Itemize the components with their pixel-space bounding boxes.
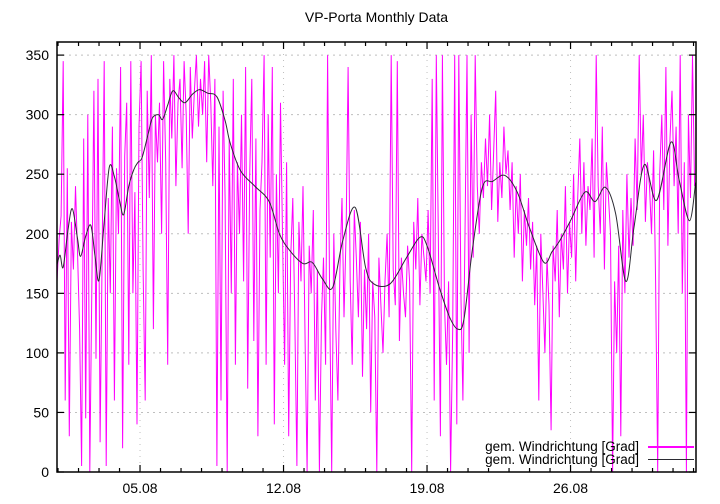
y-tick-label: 250 [26,166,50,182]
y-tick-label: 350 [26,47,50,63]
chart-legend: gem. Windrichtung [Grad] gem. Windrichtu… [485,439,694,467]
y-tick-label: 0 [41,464,49,480]
legend-label-smoothed: gem. Windrichtung [Grad] [485,452,639,467]
x-tick-label: 05.08 [123,480,158,496]
legend-label-raw: gem. Windrichtung [Grad] [485,439,639,454]
y-tick-label: 50 [33,404,49,420]
x-tick-label: 12.08 [266,480,301,496]
y-tick-label: 300 [26,107,50,123]
x-tick-label: 19.08 [410,480,445,496]
x-tick-label: 26.08 [553,480,588,496]
y-tick-label: 100 [26,345,50,361]
legend-entry-raw: gem. Windrichtung [Grad] [485,439,694,454]
chart-title: VP-Porta Monthly Data [304,9,449,25]
y-tick-label: 150 [26,285,50,301]
series-smoothed-wind-direction [56,89,697,331]
legend-entry-smoothed: gem. Windrichtung [Grad] [485,452,694,467]
legend-line-sample-magenta [648,445,694,448]
legend-line-sample-black [648,459,694,460]
plot-border [56,41,697,473]
series-raw-wind-direction [56,55,696,473]
y-tick-label: 200 [26,226,50,242]
